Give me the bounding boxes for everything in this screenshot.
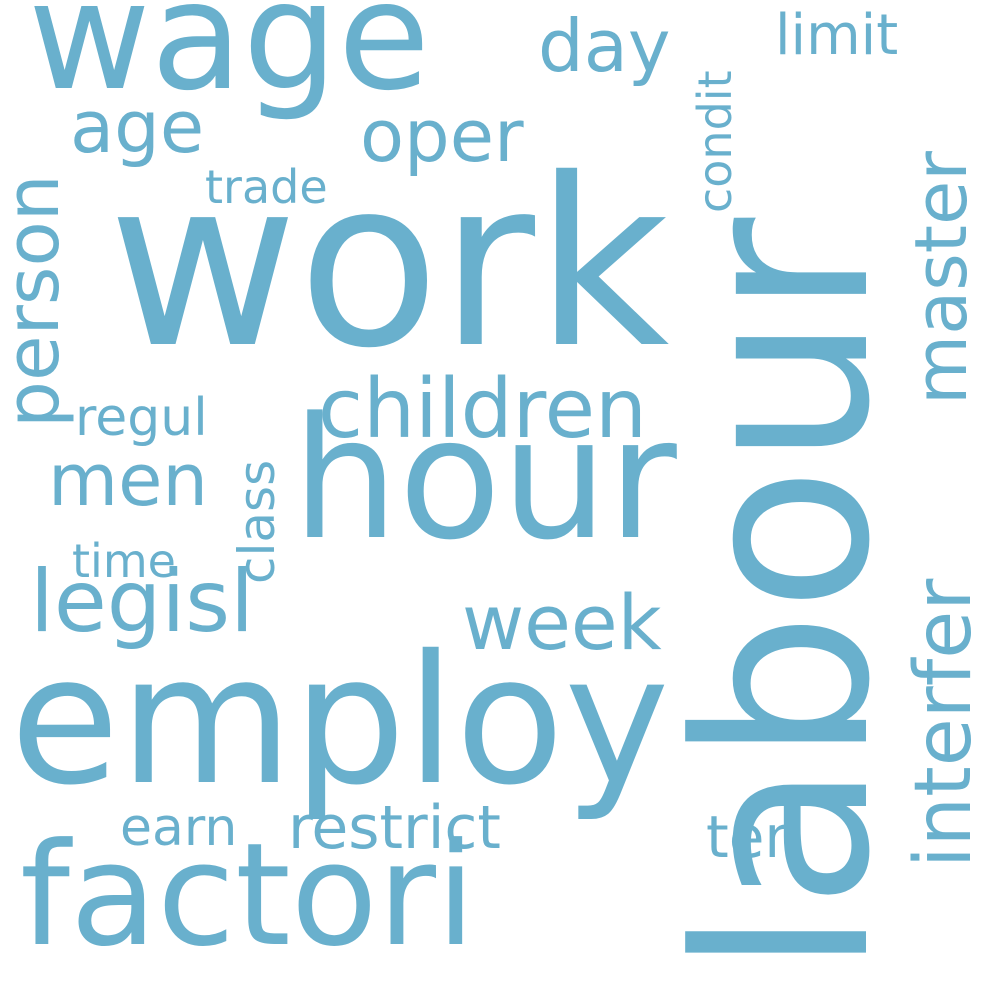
word-work: work [108,129,670,399]
word-regul: regul [75,388,208,448]
word-factori: factori [20,813,476,978]
word-limit: limit [775,3,899,68]
word-oper: oper [360,94,524,178]
word-condit: condit [688,70,742,213]
word-children: children [318,362,648,457]
word-interfer: interfer [899,578,989,868]
word-wage: wage [28,0,431,124]
word-week: week [462,578,662,667]
word-hour: hour [292,381,677,577]
word-time: time [72,534,176,588]
word-legisl: legisl [30,552,254,652]
word-men: men [48,438,209,522]
word-class: class [228,459,286,584]
word-day: day [538,4,671,88]
word-labour: labour [646,217,923,975]
word-age: age [70,85,205,169]
word-person: person [0,174,76,428]
word-ten: ten [706,803,802,871]
word-master: master [899,151,983,405]
word-trade: trade [205,160,328,214]
word-employ: employ [10,617,670,824]
word-restrict: restrict [288,793,501,863]
word-earn: earn [120,798,238,858]
